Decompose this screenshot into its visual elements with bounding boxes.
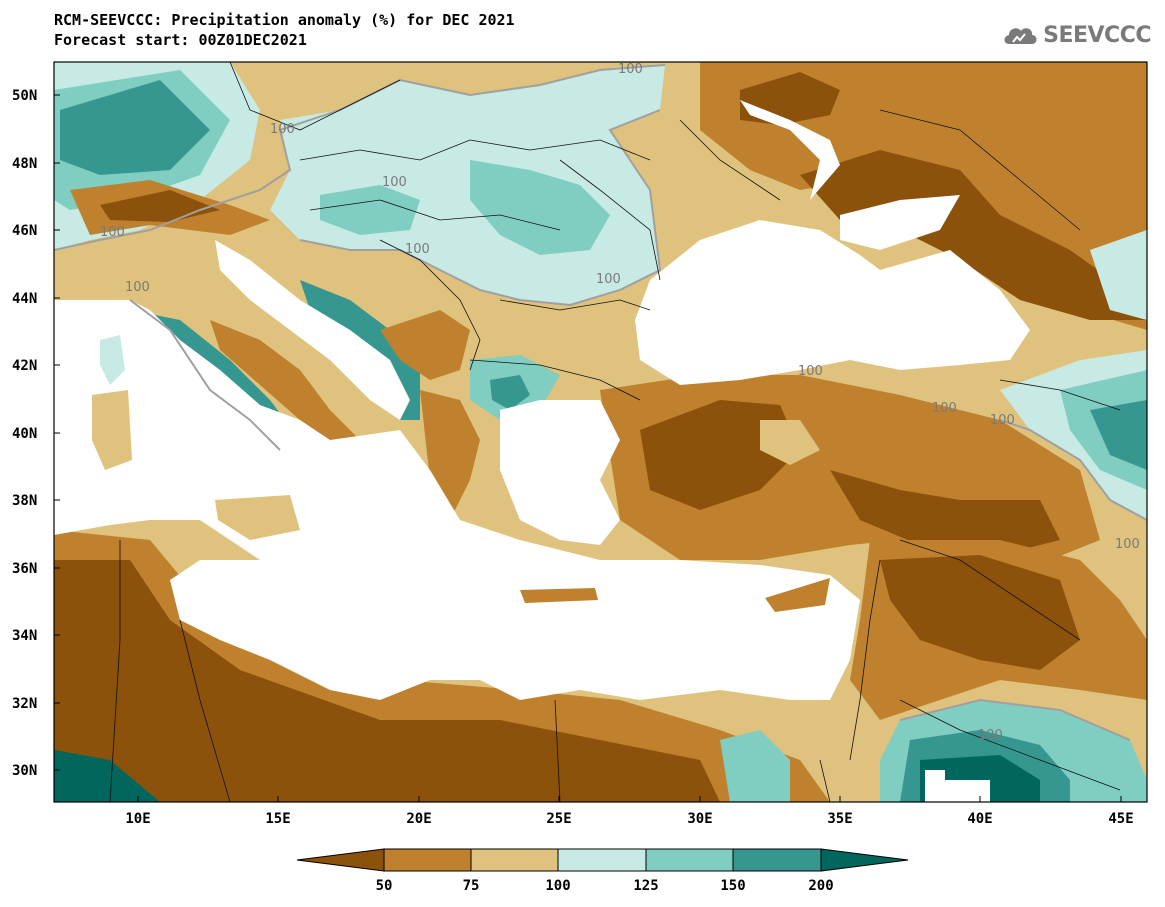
latitude-axis: 50N 48N 46N 44N 42N 40N 38N 36N 34N 32N … (12, 88, 60, 779)
contour-100-lines (54, 64, 1147, 741)
lat-label: 46N (12, 223, 37, 239)
sea-adriatic (215, 240, 410, 420)
colorbar-segment (557, 848, 647, 872)
contour-labels: 100 100 100 100 100 100 100 100 100 100 … (100, 62, 1140, 743)
contour-label: 100 (596, 272, 621, 287)
anomaly-region-caspian-blue (1090, 230, 1147, 320)
lon-label: 40E (967, 811, 992, 827)
island-sicily (215, 495, 300, 540)
colorbar-tick-label: 50 (376, 878, 393, 894)
contour-label: 100 (125, 280, 150, 295)
longitude-axis: 10E 15E 20E 25E 30E 35E 40E 45E (125, 796, 1134, 827)
island-sardinia (92, 390, 132, 470)
anomaly-region-tunisia-green (54, 750, 160, 802)
contour-label: 100 (618, 62, 643, 77)
colorbar-segment (296, 848, 385, 872)
map-field (54, 62, 1147, 802)
contour-label: 100 (100, 225, 125, 240)
contour-label: 100 (990, 413, 1015, 428)
lat-label: 48N (12, 156, 37, 172)
lon-label: 10E (125, 811, 150, 827)
anomaly-region-carpathians (470, 160, 610, 255)
colorbar-segment (732, 848, 822, 872)
colorbar-segment (645, 848, 734, 872)
anomaly-region-hungary (320, 185, 420, 235)
missing-data-patch-2 (740, 100, 840, 200)
title-line-1: RCM-SEEVCCC: Precipitation anomaly (%) f… (54, 11, 515, 29)
seevccc-logo: SEEVCCC (1001, 22, 1151, 48)
colorbar-tick-label: 75 (463, 878, 480, 894)
colorbar-segment (383, 848, 472, 872)
lon-label: 45E (1108, 811, 1133, 827)
contour-label: 100 (405, 242, 430, 257)
sea-black (635, 220, 1030, 385)
lat-label: 32N (12, 696, 37, 712)
lat-label: 40N (12, 426, 37, 442)
lon-label: 15E (265, 811, 290, 827)
contour-label: 100 (1115, 537, 1140, 552)
colorbar-tick-label: 125 (633, 878, 658, 894)
lat-label: 34N (12, 628, 37, 644)
anomaly-region-balkans-dry (380, 310, 470, 380)
lat-label: 30N (12, 763, 37, 779)
anomaly-region-russia-dark (800, 150, 1147, 320)
anomaly-region-syria-dark (880, 555, 1080, 670)
lon-label: 35E (827, 811, 852, 827)
colorbar-ticks: 50 75 100 125 150 200 (376, 878, 834, 894)
sea-aegean (500, 400, 620, 545)
anomaly-region-turkey-light (760, 420, 820, 465)
lon-label: 30E (687, 811, 712, 827)
sea-azov (840, 195, 960, 250)
island-corsica (100, 335, 125, 385)
anomaly-region-caucasus-core (1090, 400, 1147, 470)
cloud-icon (1004, 28, 1037, 44)
title-line-2: Forecast start: 00Z01DEC2021 (54, 31, 307, 49)
sea-ionian-central (170, 430, 860, 700)
lat-label: 42N (12, 358, 37, 374)
colorbar-tick-label: 200 (808, 878, 833, 894)
colorbar-segment (470, 848, 559, 872)
logo-text: SEEVCCC (1043, 22, 1151, 48)
colorbar-segment (820, 848, 909, 872)
island-crete (520, 588, 598, 603)
lat-label: 50N (12, 88, 37, 104)
contour-label: 100 (270, 122, 295, 137)
anomaly-region-alps-high (60, 80, 210, 175)
contour-label: 100 (382, 175, 407, 190)
contour-label: 100 (798, 364, 823, 379)
lat-label: 38N (12, 493, 37, 509)
island-cyprus (765, 578, 830, 612)
anomaly-region-turkey-east-dark (830, 470, 1060, 555)
lon-label: 20E (406, 811, 431, 827)
anomaly-region-libya-dark (54, 560, 720, 802)
anomaly-region-egypt-green (720, 730, 790, 802)
map-frame (53, 61, 1148, 803)
colorbar-tick-label: 100 (545, 878, 570, 894)
lat-label: 44N (12, 291, 37, 307)
map-title: RCM-SEEVCCC: Precipitation anomaly (%) f… (54, 10, 515, 50)
colorbar-tick-label: 150 (720, 878, 745, 894)
lon-label: 25E (546, 811, 571, 827)
colorbar (296, 848, 909, 872)
anomaly-region-italy-dry (210, 320, 360, 450)
lat-label: 36N (12, 561, 37, 577)
contour-label: 100 (932, 401, 957, 416)
sea-tyrrhenian-mediterranean (54, 300, 360, 560)
anomaly-region-greece-north-core (490, 375, 530, 410)
missing-data-patch (925, 770, 990, 802)
country-borders (109, 62, 1121, 802)
contour-label: 100 (978, 728, 1003, 743)
